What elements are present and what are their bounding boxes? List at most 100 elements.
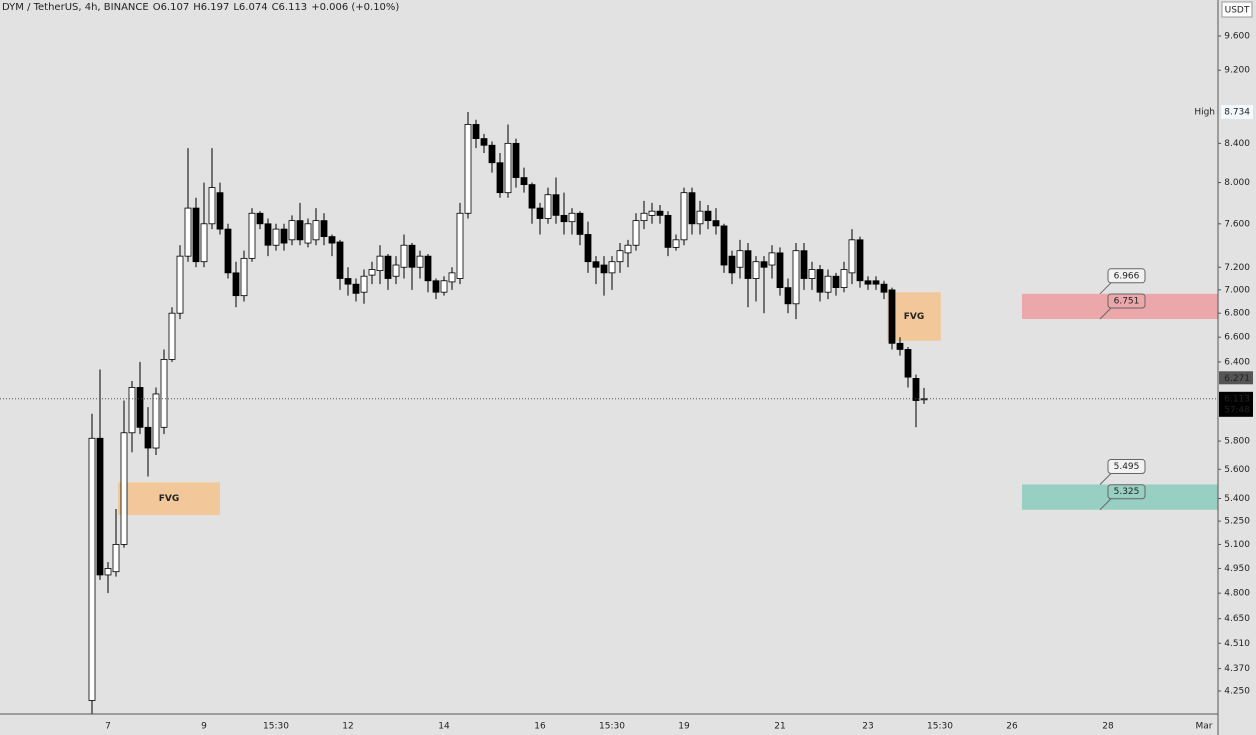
candle-body bbox=[576, 212, 584, 235]
candle-body bbox=[552, 194, 560, 216]
candle-body bbox=[512, 142, 520, 178]
candle-body bbox=[392, 264, 400, 277]
candle-body bbox=[232, 272, 240, 297]
candle-body bbox=[880, 283, 888, 293]
candle-body bbox=[496, 162, 504, 194]
candle-body bbox=[384, 255, 392, 279]
y-tick-label: 5.600 bbox=[1224, 465, 1250, 475]
candle-body bbox=[192, 207, 200, 263]
currency-box bbox=[1221, 1, 1253, 18]
fvg-label: FVG bbox=[904, 312, 925, 322]
high-value: 8.734 bbox=[1224, 108, 1250, 118]
candle-body bbox=[472, 124, 480, 139]
y-tick-label: 6.400 bbox=[1224, 357, 1250, 367]
candle-body bbox=[616, 250, 624, 263]
x-tick-label: 7 bbox=[105, 722, 111, 732]
candle-body bbox=[656, 210, 664, 216]
y-tick-label: 7.600 bbox=[1224, 219, 1250, 229]
candle-body bbox=[368, 269, 376, 276]
candle-body bbox=[200, 223, 208, 263]
y-tick-label: 9.200 bbox=[1224, 66, 1250, 76]
callout-pointer bbox=[1099, 281, 1113, 295]
callout-box bbox=[1107, 458, 1146, 474]
candle-body bbox=[768, 252, 776, 266]
candle-body bbox=[840, 269, 848, 289]
candle-body bbox=[288, 220, 296, 241]
y-tick-label: 7.200 bbox=[1224, 263, 1250, 273]
fvg-label: FVG bbox=[159, 494, 180, 504]
candle-body bbox=[376, 255, 384, 272]
ohlc-value: O6.107 bbox=[152, 2, 190, 13]
x-tick-label: 14 bbox=[438, 722, 450, 732]
plot-area bbox=[88, 112, 1218, 714]
candle-body bbox=[704, 210, 712, 222]
candle-body bbox=[856, 239, 864, 282]
candle-body bbox=[152, 393, 160, 449]
y-tick-label: 6.800 bbox=[1224, 309, 1250, 319]
candle-body bbox=[248, 212, 256, 259]
marker-box bbox=[1219, 371, 1253, 385]
candle-body bbox=[824, 275, 832, 293]
candle-body bbox=[120, 432, 128, 545]
x-tick-label: 19 bbox=[678, 722, 690, 732]
candle-body bbox=[608, 261, 616, 274]
y-tick-label: 4.250 bbox=[1224, 686, 1250, 696]
candle-body bbox=[816, 269, 824, 293]
candle-body bbox=[728, 255, 736, 274]
candle-body bbox=[592, 261, 600, 268]
candle-body bbox=[896, 342, 904, 350]
high-label: High bbox=[1194, 108, 1215, 118]
candle-body bbox=[104, 568, 112, 576]
y-tick-label: 4.370 bbox=[1224, 664, 1250, 674]
candle-body bbox=[128, 387, 136, 434]
marker-value: 6.271 bbox=[1224, 374, 1250, 384]
candle-body bbox=[792, 250, 800, 305]
callout-label: 6.966 bbox=[1114, 271, 1140, 281]
callout-label: 6.751 bbox=[1114, 297, 1140, 307]
y-tick-label: 8.000 bbox=[1224, 178, 1250, 188]
x-tick-label: Mar bbox=[1196, 722, 1213, 732]
callout-label: 5.495 bbox=[1114, 462, 1140, 472]
candle-body bbox=[640, 212, 648, 222]
candle-body bbox=[136, 387, 144, 428]
candle-body bbox=[344, 278, 352, 285]
candle-body bbox=[720, 225, 728, 266]
candle-body bbox=[800, 250, 808, 279]
candle-body bbox=[328, 236, 336, 244]
candle-body bbox=[528, 184, 536, 209]
candle-body bbox=[848, 239, 856, 274]
candle-body bbox=[648, 210, 656, 216]
last-price-box bbox=[1219, 391, 1253, 417]
callout-box bbox=[1107, 293, 1146, 309]
candle-body bbox=[408, 244, 416, 268]
x-tick-label: 28 bbox=[1102, 722, 1114, 732]
countdown: 57:48 bbox=[1224, 405, 1250, 415]
candle-body bbox=[296, 220, 304, 241]
candle-body bbox=[240, 257, 248, 297]
y-tick-label: 4.650 bbox=[1224, 614, 1250, 624]
ohlc-value: L6.074 bbox=[233, 2, 268, 13]
candle-body bbox=[864, 280, 872, 285]
candle-body bbox=[776, 252, 784, 289]
candle-body bbox=[680, 192, 688, 241]
y-tick-label: 5.250 bbox=[1224, 517, 1250, 527]
y-tick-label: 9.600 bbox=[1224, 32, 1250, 42]
candle-body bbox=[488, 144, 496, 164]
candle-body bbox=[416, 255, 424, 268]
y-tick-label: 5.400 bbox=[1224, 494, 1250, 504]
candle-body bbox=[272, 228, 280, 246]
x-tick-label: 23 bbox=[862, 722, 873, 732]
candle-body bbox=[144, 426, 152, 449]
symbol-title: DYM / TetherUS, 4h, BINANCE bbox=[2, 2, 149, 13]
candle-body bbox=[808, 269, 816, 279]
y-tick-label: 7.000 bbox=[1224, 285, 1250, 295]
candle-body bbox=[584, 234, 592, 263]
ohlc-value: +0.006 (+0.10%) bbox=[311, 2, 400, 13]
candle-body bbox=[336, 241, 344, 279]
candle-body bbox=[544, 194, 552, 219]
candle-body bbox=[696, 210, 704, 225]
candle-body bbox=[432, 280, 440, 293]
high-box bbox=[1221, 105, 1253, 120]
